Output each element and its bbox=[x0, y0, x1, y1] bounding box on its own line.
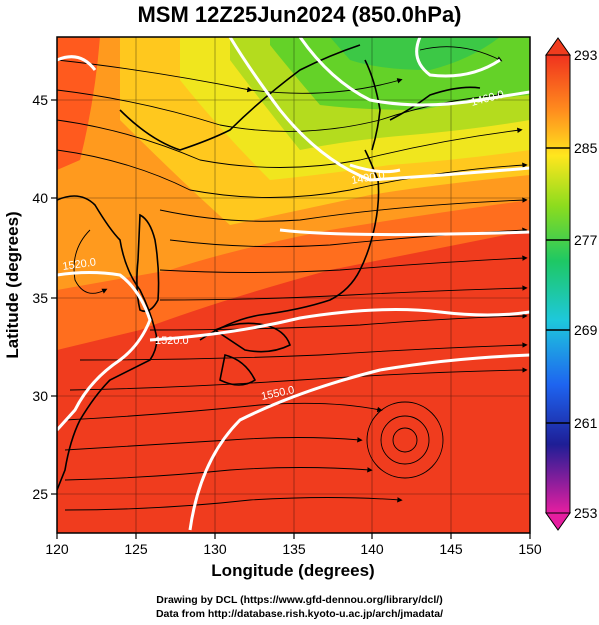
colorbar-label: 269 bbox=[574, 322, 598, 338]
colorbar-label: 253 bbox=[574, 505, 598, 521]
geopotential-contours bbox=[57, 37, 530, 531]
colorbar-scale bbox=[545, 54, 571, 514]
streamlines bbox=[57, 46, 528, 511]
contour-label-1520-west: 1520.0 bbox=[62, 256, 97, 273]
colorbar-bottom-arrow bbox=[545, 512, 571, 531]
colorbar-label: 261 bbox=[574, 415, 598, 431]
credit-data-source: Data from http://database.rish.kyoto-u.a… bbox=[155, 608, 444, 620]
credit-drawing: Drawing by DCL (https://www.gfd-dennou.o… bbox=[156, 594, 443, 606]
y-tick-label: 45 bbox=[32, 92, 48, 108]
chart-title: MSM 12Z25Jun2024 (850.0hPa) bbox=[137, 2, 462, 27]
y-tick-label: 30 bbox=[32, 388, 48, 404]
x-tick-label: 125 bbox=[124, 541, 148, 557]
colorbar-label: 293 bbox=[574, 47, 598, 63]
y-axis bbox=[51, 99, 57, 495]
y-tick-label: 25 bbox=[32, 486, 48, 502]
colorbar-labels: 293 285 277 269 261 253 bbox=[574, 47, 598, 521]
y-tick-label: 40 bbox=[32, 190, 48, 206]
x-axis-label: Longitude (degrees) bbox=[211, 561, 374, 580]
x-tick-label: 130 bbox=[203, 541, 227, 557]
colorbar-label: 277 bbox=[574, 232, 598, 248]
x-tick-label: 140 bbox=[360, 541, 384, 557]
contour-label-1490: 1490.0 bbox=[350, 169, 385, 187]
x-tick-label: 145 bbox=[439, 541, 463, 557]
x-tick-label: 150 bbox=[518, 541, 542, 557]
x-tick-label: 120 bbox=[45, 541, 69, 557]
x-axis bbox=[56, 533, 531, 539]
y-tick-label: 35 bbox=[32, 290, 48, 306]
colorbar-label: 285 bbox=[574, 140, 598, 156]
y-axis-label: Latitude (degrees) bbox=[3, 211, 22, 358]
y-tick-labels: 45 40 35 30 25 bbox=[32, 92, 48, 502]
x-tick-label: 135 bbox=[282, 541, 306, 557]
colorbar-top-arrow bbox=[545, 37, 571, 56]
colorbar bbox=[545, 37, 571, 531]
contour-label-1520-central: 1520.0 bbox=[155, 335, 189, 347]
temperature-field bbox=[57, 37, 530, 533]
x-tick-labels: 120 125 130 135 140 145 150 bbox=[45, 541, 542, 557]
